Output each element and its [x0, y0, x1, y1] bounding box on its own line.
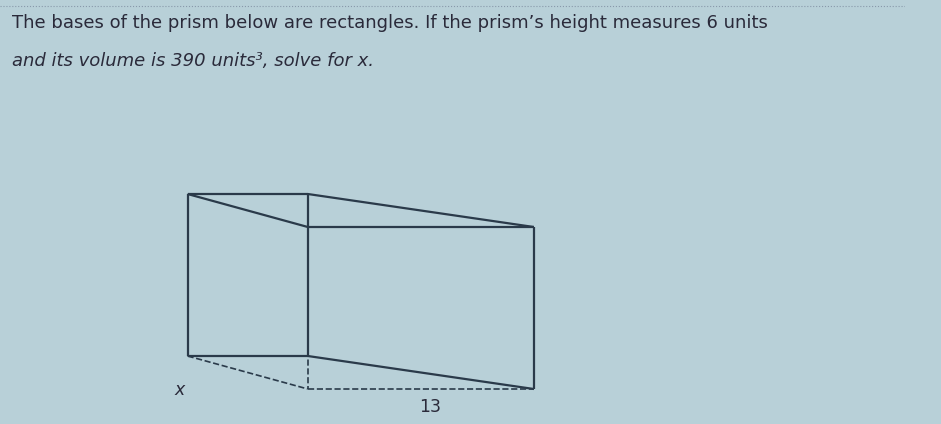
Text: The bases of the prism below are rectangles. If the prism’s height measures 6 un: The bases of the prism below are rectang… — [11, 14, 768, 32]
Text: 13: 13 — [420, 398, 441, 416]
Text: x: x — [175, 381, 185, 399]
Text: and its volume is 390 units³, solve for x.: and its volume is 390 units³, solve for … — [11, 52, 374, 70]
